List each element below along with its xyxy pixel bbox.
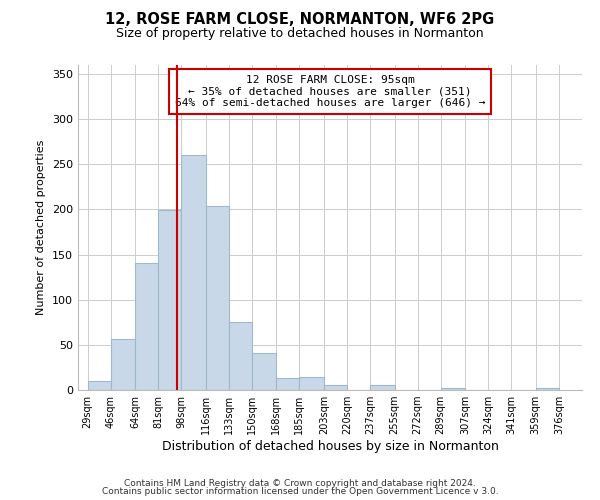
- Text: Contains HM Land Registry data © Crown copyright and database right 2024.: Contains HM Land Registry data © Crown c…: [124, 478, 476, 488]
- Bar: [158, 210, 181, 390]
- Bar: [252, 353, 277, 390]
- Text: Contains public sector information licensed under the Open Government Licence v : Contains public sector information licen…: [101, 487, 499, 496]
- Bar: [299, 378, 324, 390]
- Bar: [181, 156, 206, 390]
- Text: 12, ROSE FARM CLOSE, NORMANTON, WF6 2PG: 12, ROSE FARM CLOSE, NORMANTON, WF6 2PG: [106, 12, 494, 28]
- Text: Size of property relative to detached houses in Normanton: Size of property relative to detached ho…: [116, 28, 484, 40]
- Bar: [135, 262, 158, 390]
- Bar: [536, 388, 559, 390]
- Bar: [370, 386, 395, 390]
- X-axis label: Distribution of detached houses by size in Normanton: Distribution of detached houses by size …: [161, 440, 499, 453]
- Bar: [110, 338, 135, 390]
- Text: 12 ROSE FARM CLOSE: 95sqm
← 35% of detached houses are smaller (351)
64% of semi: 12 ROSE FARM CLOSE: 95sqm ← 35% of detac…: [175, 74, 485, 108]
- Bar: [324, 384, 347, 390]
- Bar: [229, 322, 252, 390]
- Bar: [206, 206, 229, 390]
- Bar: [441, 388, 465, 390]
- Bar: [277, 378, 299, 390]
- Y-axis label: Number of detached properties: Number of detached properties: [37, 140, 46, 315]
- Bar: [88, 381, 110, 390]
